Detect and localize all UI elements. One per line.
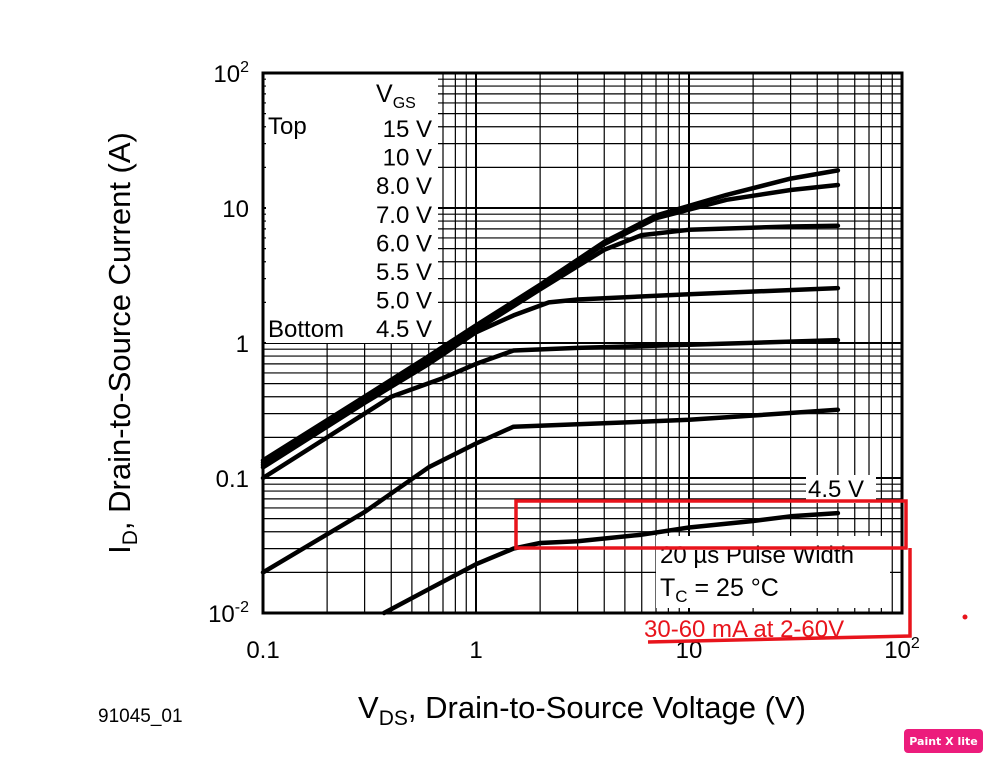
- legend-entries: 15 V10 V8.0 V7.0 V6.0 V5.5 V5.0 V4.5 V: [376, 116, 432, 343]
- curve-label-4-5v: 4.5 V: [808, 476, 864, 503]
- legend-bottom-label: Bottom: [268, 316, 344, 343]
- legend-entry: 10 V: [383, 145, 432, 172]
- y-tick-label: 10-2: [208, 599, 249, 628]
- legend-entry: 4.5 V: [376, 316, 432, 343]
- legend-entry: 6.0 V: [376, 230, 432, 257]
- pulse-width-note: 20 µs Pulse Width: [660, 542, 854, 569]
- figure-id: 91045_01: [98, 706, 183, 727]
- legend-entry: 7.0 V: [376, 202, 432, 229]
- legend-entry: 15 V: [383, 116, 432, 143]
- paint-x-lite-watermark: Paint X lite: [904, 729, 983, 753]
- y-axis-title: ID, Drain-to-Source Current (A): [102, 132, 142, 554]
- red-dot: [962, 614, 968, 620]
- y-tick-label: 10: [222, 196, 249, 223]
- x-axis-title: VDS, Drain-to-Source Voltage (V): [358, 690, 806, 730]
- legend-entry: 5.5 V: [376, 259, 432, 286]
- x-tick-label: 0.1: [246, 637, 279, 664]
- temperature-note: TC = 25 °C: [660, 574, 779, 606]
- x-tick-label: 1: [469, 637, 482, 664]
- curve-6: [260, 407, 841, 575]
- red-highlight-box: [514, 499, 908, 550]
- curve-7: [381, 510, 841, 616]
- red-note: 30-60 mA at 2-60V: [644, 616, 844, 643]
- y-tick-label: 1: [236, 331, 249, 358]
- legend-entry: 5.0 V: [376, 288, 432, 315]
- y-tick-label: 102: [213, 59, 249, 88]
- curve-5: [260, 337, 841, 481]
- legend-entry: 8.0 V: [376, 173, 432, 200]
- red-callout-line: [647, 548, 912, 644]
- plot-frame: [261, 71, 904, 615]
- curve-label-box: [806, 475, 876, 503]
- legend-box: [266, 73, 438, 343]
- legend-title: VGS: [376, 80, 416, 112]
- y-tick-label: 0.1: [216, 466, 249, 493]
- x-tick-label: 102: [884, 635, 920, 664]
- legend-top-label: Top: [268, 113, 307, 140]
- curves: [260, 168, 841, 616]
- curve-4: [260, 285, 841, 470]
